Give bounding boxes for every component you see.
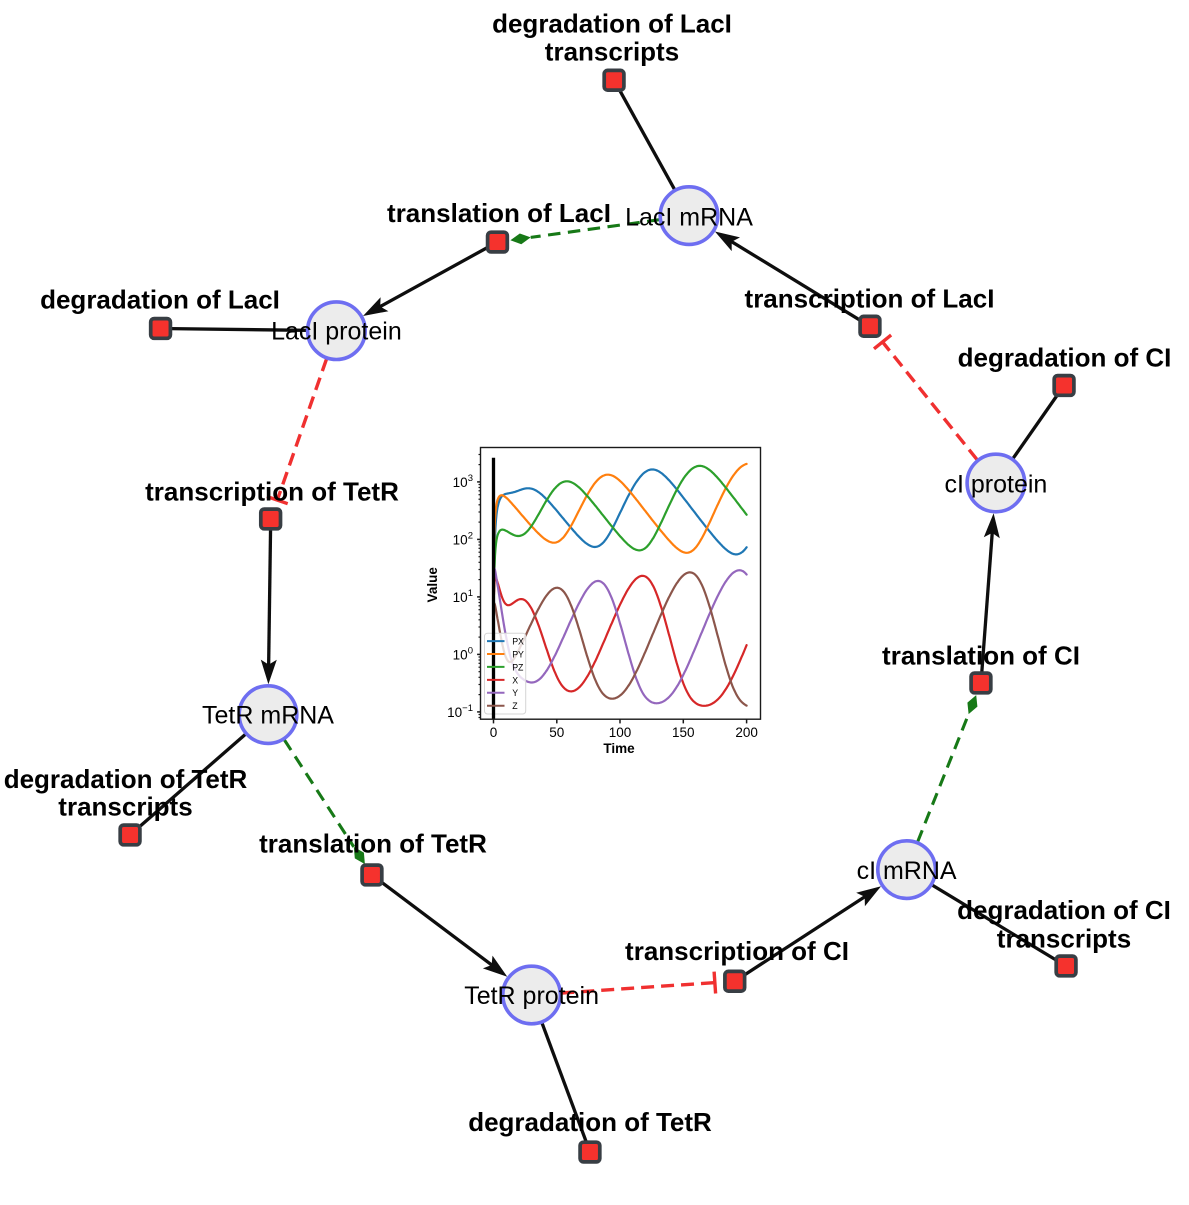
- svg-text:degradation of LacI: degradation of LacI: [40, 285, 280, 315]
- svg-text:TetR protein: TetR protein: [464, 982, 599, 1010]
- svg-text:degradation of TetR: degradation of TetR: [468, 1107, 712, 1137]
- svg-text:LacI protein: LacI protein: [271, 318, 402, 346]
- svg-text:PX: PX: [512, 637, 524, 647]
- svg-text:translation of CI: translation of CI: [882, 641, 1080, 671]
- svg-text:100: 100: [609, 725, 632, 740]
- svg-text:0: 0: [490, 725, 498, 740]
- svg-text:degradation of CI: degradation of CI: [957, 895, 1171, 925]
- svg-text:cI mRNA: cI mRNA: [857, 857, 957, 885]
- svg-text:cI protein: cI protein: [944, 470, 1047, 498]
- svg-text:translation of TetR: translation of TetR: [259, 828, 487, 858]
- svg-text:transcripts: transcripts: [997, 924, 1131, 954]
- svg-text:PY: PY: [512, 649, 524, 659]
- svg-text:transcripts: transcripts: [58, 791, 192, 821]
- svg-text:Y: Y: [512, 688, 518, 698]
- svg-text:Time: Time: [603, 741, 635, 756]
- svg-text:transcripts: transcripts: [545, 37, 679, 67]
- svg-text:200: 200: [735, 725, 758, 740]
- svg-text:degradation of TetR: degradation of TetR: [4, 764, 248, 794]
- svg-text:transcription of CI: transcription of CI: [625, 936, 849, 966]
- svg-text:Z: Z: [512, 701, 518, 711]
- svg-text:TetR mRNA: TetR mRNA: [202, 701, 334, 729]
- svg-text:degradation of CI: degradation of CI: [958, 343, 1172, 373]
- svg-text:Value: Value: [425, 567, 440, 603]
- svg-text:50: 50: [549, 725, 564, 740]
- svg-text:PZ: PZ: [512, 662, 524, 672]
- svg-text:X: X: [512, 675, 518, 685]
- svg-text:transcription of LacI: transcription of LacI: [745, 284, 995, 314]
- svg-text:LacI mRNA: LacI mRNA: [625, 204, 753, 232]
- svg-text:translation of LacI: translation of LacI: [387, 198, 611, 228]
- svg-text:150: 150: [672, 725, 695, 740]
- svg-text:transcription of TetR: transcription of TetR: [145, 477, 399, 507]
- svg-text:degradation of LacI: degradation of LacI: [492, 9, 732, 39]
